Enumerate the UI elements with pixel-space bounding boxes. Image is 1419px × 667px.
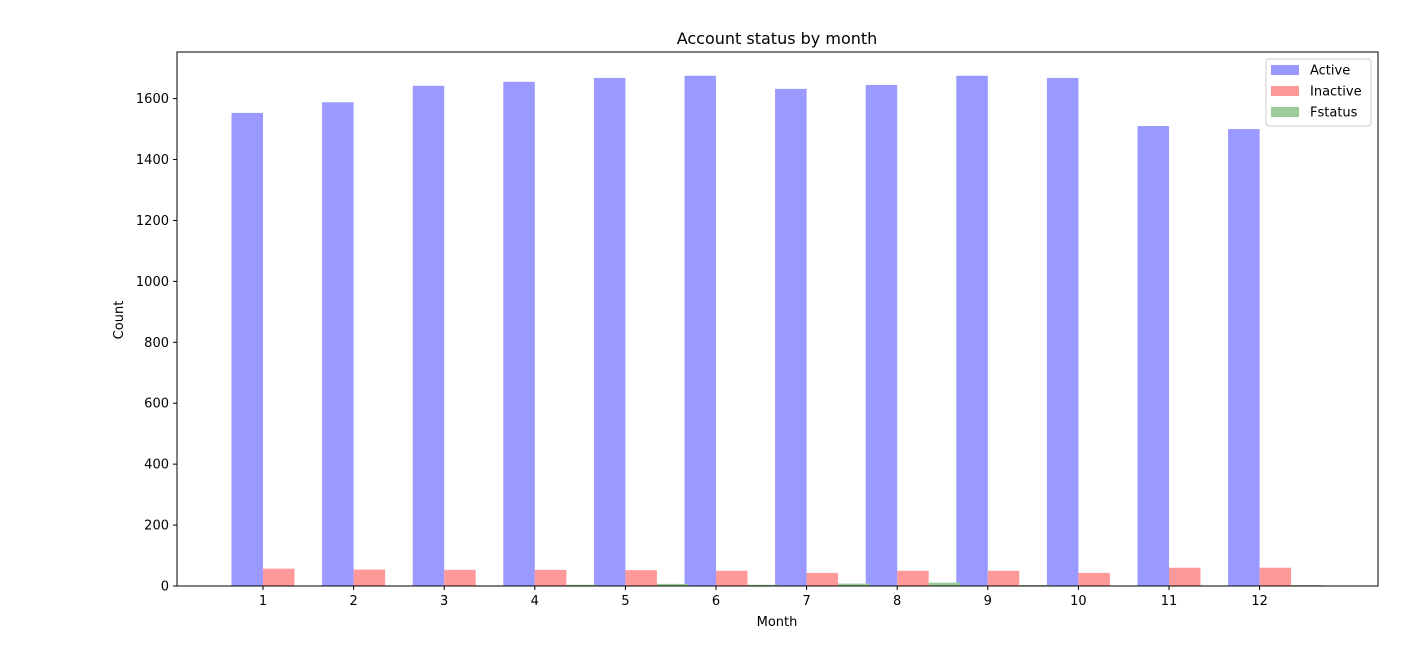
y-tick-label-200: 200 <box>144 519 169 534</box>
y-tick-label-1400: 1400 <box>136 153 169 168</box>
y-tick-label-1200: 1200 <box>136 214 169 229</box>
bar-active-4 <box>503 81 535 586</box>
bar-active-7 <box>775 88 807 587</box>
x-tick-label-11: 11 <box>1161 594 1178 609</box>
bar-fstatus-8 <box>928 582 961 586</box>
y-tick-label-0: 0 <box>161 580 169 595</box>
bar-fstatus-7 <box>838 583 870 586</box>
bar-inactive-6 <box>716 570 748 586</box>
bar-active-3 <box>412 85 445 586</box>
bar-fstatus-6 <box>747 584 779 586</box>
chart-title: Account status by month <box>677 29 878 48</box>
bar-active-12 <box>1228 129 1260 586</box>
legend-swatch-fstatus <box>1271 107 1299 117</box>
legend-label-inactive: Inactive <box>1310 85 1362 100</box>
legend-swatch-inactive <box>1271 86 1299 96</box>
x-tick-label-1: 1 <box>259 594 267 609</box>
bar-active-1 <box>231 112 263 587</box>
bar-inactive-2 <box>353 569 386 586</box>
bar-active-8 <box>865 84 898 587</box>
y-tick-label-400: 400 <box>144 458 169 473</box>
x-tick-label-10: 10 <box>1070 594 1087 609</box>
y-axis-label: Count <box>112 301 127 340</box>
x-tick-label-8: 8 <box>893 594 901 609</box>
x-tick-label-7: 7 <box>802 594 810 609</box>
bar-active-2 <box>322 102 354 586</box>
x-tick-label-12: 12 <box>1251 594 1268 609</box>
bar-inactive-10 <box>1078 572 1110 586</box>
bar-active-6 <box>684 75 716 586</box>
legend-swatch-active <box>1271 65 1299 75</box>
bar-inactive-9 <box>987 570 1020 586</box>
plot-area <box>231 75 1323 587</box>
legend-label-fstatus: Fstatus <box>1310 106 1358 121</box>
bar-inactive-5 <box>625 570 657 586</box>
bar-inactive-3 <box>444 569 476 586</box>
x-tick-label-6: 6 <box>712 594 720 609</box>
bar-active-9 <box>956 75 988 586</box>
bar-active-5 <box>593 77 626 586</box>
bar-inactive-4 <box>534 569 567 586</box>
x-tick-label-9: 9 <box>984 594 992 609</box>
x-tick-label-2: 2 <box>349 594 357 609</box>
legend-label-active: Active <box>1310 64 1350 79</box>
bar-active-11 <box>1137 126 1169 587</box>
x-tick-label-4: 4 <box>531 594 539 609</box>
bar-fstatus-4 <box>566 584 598 586</box>
bar-active-10 <box>1046 77 1079 586</box>
bar-inactive-12 <box>1259 567 1292 586</box>
y-tick-label-1600: 1600 <box>136 92 169 107</box>
x-tick-label-3: 3 <box>440 594 448 609</box>
bar-fstatus-5 <box>656 583 689 586</box>
bar-inactive-1 <box>263 568 295 586</box>
y-tick-label-600: 600 <box>144 397 169 412</box>
bar-inactive-7 <box>806 572 839 586</box>
legend: Active Inactive Fstatus <box>1265 58 1372 127</box>
bar-inactive-11 <box>1169 567 1201 586</box>
y-tick-label-800: 800 <box>144 336 169 351</box>
x-tick-label-5: 5 <box>621 594 629 609</box>
x-axis-label: Month <box>757 615 798 630</box>
y-tick-label-1000: 1000 <box>136 275 169 290</box>
plot-frame <box>176 51 1379 587</box>
bar-inactive-8 <box>897 570 929 586</box>
